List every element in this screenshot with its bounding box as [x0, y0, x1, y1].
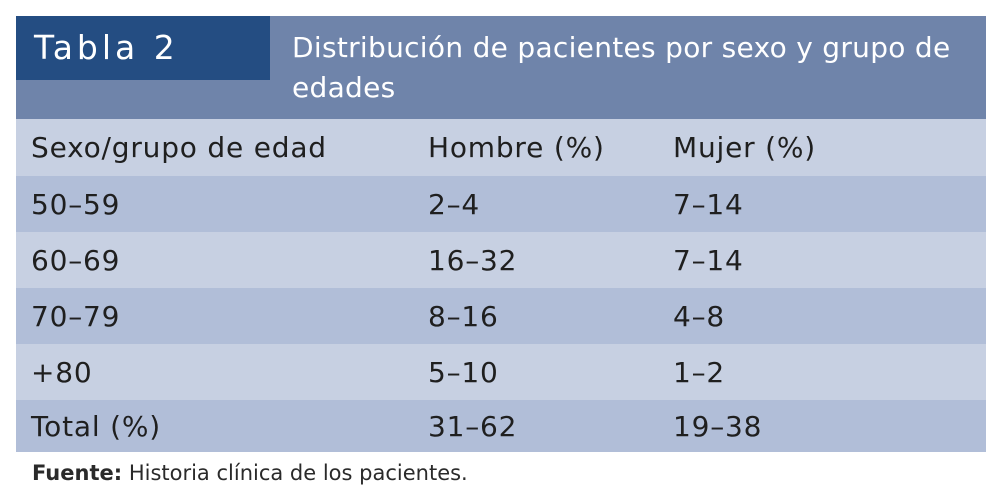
- men-percentage-cell: 8–16: [428, 299, 499, 333]
- table-row: 50–59 2–4 7–14: [16, 176, 986, 232]
- total-label-cell: Total (%): [31, 409, 161, 443]
- women-percentage-cell: 4–8: [673, 299, 726, 333]
- table-row: +80 5–10 1–2: [16, 344, 986, 400]
- men-total-cell: 31–62: [428, 409, 518, 443]
- men-percentage-cell: 16–32: [428, 243, 518, 277]
- women-percentage-cell: 7–14: [673, 243, 744, 277]
- men-percentage-cell: 2–4: [428, 187, 481, 221]
- table-source-note: Fuente: Historia clínica de los paciente…: [32, 458, 468, 488]
- table-header: Tabla 2 Distribución de pacientes por se…: [16, 16, 986, 119]
- column-header-row: Sexo/grupo de edad Hombre (%) Mujer (%): [16, 119, 986, 176]
- source-text: Historia clínica de los pacientes.: [128, 461, 468, 485]
- age-group-cell: +80: [31, 355, 93, 389]
- table-row: 70–79 8–16 4–8: [16, 288, 986, 344]
- women-percentage-cell: 1–2: [673, 355, 726, 389]
- table-row: 60–69 16–32 7–14: [16, 232, 986, 288]
- patient-distribution-table: Tabla 2 Distribución de pacientes por se…: [16, 16, 986, 452]
- age-group-cell: 50–59: [31, 187, 121, 221]
- table-label: Tabla 2: [16, 16, 270, 80]
- column-header-men: Hombre (%): [428, 131, 605, 164]
- women-percentage-cell: 7–14: [673, 187, 744, 221]
- column-header-women: Mujer (%): [673, 131, 816, 164]
- women-total-cell: 19–38: [673, 409, 763, 443]
- age-group-cell: 60–69: [31, 243, 121, 277]
- source-label: Fuente:: [32, 461, 123, 485]
- total-row: Total (%) 31–62 19–38: [16, 400, 986, 452]
- age-group-cell: 70–79: [31, 299, 121, 333]
- men-percentage-cell: 5–10: [428, 355, 499, 389]
- table-caption: Distribución de pacientes por sexo y gru…: [292, 31, 951, 104]
- column-header-age-group: Sexo/grupo de edad: [31, 131, 327, 164]
